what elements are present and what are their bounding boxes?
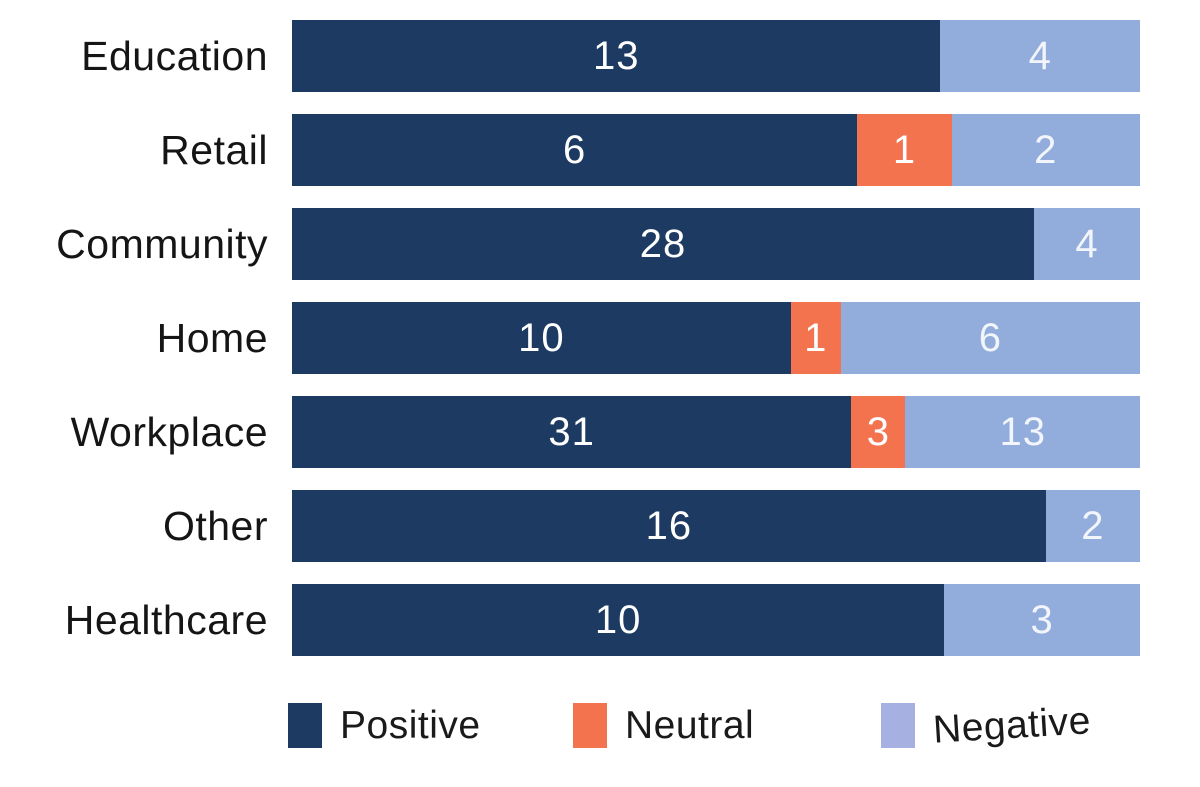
category-label: Community bbox=[56, 220, 268, 267]
bar-segment-positive: 13 bbox=[292, 20, 941, 92]
bar-segment-neutral: 1 bbox=[857, 114, 952, 186]
value-label: 2 bbox=[1034, 127, 1058, 172]
value-label: 28 bbox=[639, 221, 687, 266]
chart-legend: Positive Neutral Negative bbox=[0, 699, 1200, 763]
bar-segment-positive: 10 bbox=[292, 584, 945, 656]
legend-label: Positive bbox=[340, 703, 481, 747]
category-label: Healthcare bbox=[64, 596, 268, 643]
bar-segment-positive: 16 bbox=[292, 490, 1046, 562]
bar-retail: 6 1 2 bbox=[292, 114, 1140, 186]
chart-row-community: Community 28 4 bbox=[0, 208, 1140, 280]
legend-label: Negative bbox=[931, 698, 1093, 752]
bar-segment-negative: 4 bbox=[1034, 208, 1140, 280]
value-label: 3 bbox=[866, 409, 890, 454]
chart-row-retail: Retail 6 1 2 bbox=[0, 114, 1140, 186]
chart-row-education: Education 13 4 bbox=[0, 20, 1140, 92]
value-label: 1 bbox=[804, 315, 828, 360]
value-label: 3 bbox=[1030, 597, 1054, 642]
chart-row-workplace: Workplace 31 3 13 bbox=[0, 396, 1140, 468]
category-label: Home bbox=[156, 314, 268, 361]
bar-education: 13 4 bbox=[292, 20, 1140, 92]
value-label: 4 bbox=[1028, 33, 1052, 78]
value-label: 10 bbox=[594, 597, 642, 642]
bar-segment-negative: 4 bbox=[940, 20, 1140, 92]
legend-item-neutral: Neutral bbox=[573, 703, 754, 748]
category-label: Education bbox=[81, 32, 268, 79]
chart-plot-area: Education 13 4 Retail 6 1 2 Community 28… bbox=[0, 20, 1140, 678]
bar-segment-negative: 6 bbox=[840, 302, 1140, 374]
value-label: 16 bbox=[645, 503, 693, 548]
legend-swatch-negative bbox=[881, 703, 915, 748]
legend-label: Neutral bbox=[625, 703, 755, 747]
value-label: 31 bbox=[548, 409, 595, 454]
value-label: 6 bbox=[563, 127, 587, 172]
category-label: Workplace bbox=[70, 408, 268, 455]
bar-segment-positive: 10 bbox=[292, 302, 791, 374]
bar-segment-negative: 2 bbox=[1045, 490, 1140, 562]
bar-segment-negative: 2 bbox=[951, 114, 1140, 186]
bar-workplace: 31 3 13 bbox=[292, 396, 1140, 468]
value-label: 10 bbox=[518, 315, 565, 360]
bar-community: 28 4 bbox=[292, 208, 1140, 280]
bar-segment-positive: 31 bbox=[292, 396, 852, 468]
chart-row-home: Home 10 1 6 bbox=[0, 302, 1140, 374]
value-label: 2 bbox=[1081, 503, 1105, 548]
value-label: 13 bbox=[999, 409, 1046, 454]
bar-healthcare: 10 3 bbox=[292, 584, 1140, 656]
bar-segment-negative: 13 bbox=[905, 396, 1140, 468]
value-label: 1 bbox=[892, 127, 917, 172]
legend-item-positive: Positive bbox=[288, 703, 481, 748]
bar-segment-positive: 6 bbox=[292, 114, 858, 186]
bar-segment-negative: 3 bbox=[944, 584, 1140, 656]
chart-row-other: Other 16 2 bbox=[0, 490, 1140, 562]
legend-swatch-neutral bbox=[573, 703, 607, 748]
legend-item-negative: Negative bbox=[881, 699, 1092, 751]
bar-segment-positive: 28 bbox=[292, 208, 1034, 280]
legend-swatch-positive bbox=[288, 703, 322, 748]
bar-segment-neutral: 3 bbox=[851, 396, 906, 468]
bar-other: 16 2 bbox=[292, 490, 1140, 562]
bar-home: 10 1 6 bbox=[292, 302, 1140, 374]
value-label: 4 bbox=[1075, 221, 1099, 266]
bar-segment-neutral: 1 bbox=[790, 302, 841, 374]
category-label: Other bbox=[162, 502, 268, 549]
value-label: 13 bbox=[592, 33, 640, 78]
category-label: Retail bbox=[160, 126, 268, 173]
value-label: 6 bbox=[978, 315, 1002, 360]
chart-row-healthcare: Healthcare 10 3 bbox=[0, 584, 1140, 656]
